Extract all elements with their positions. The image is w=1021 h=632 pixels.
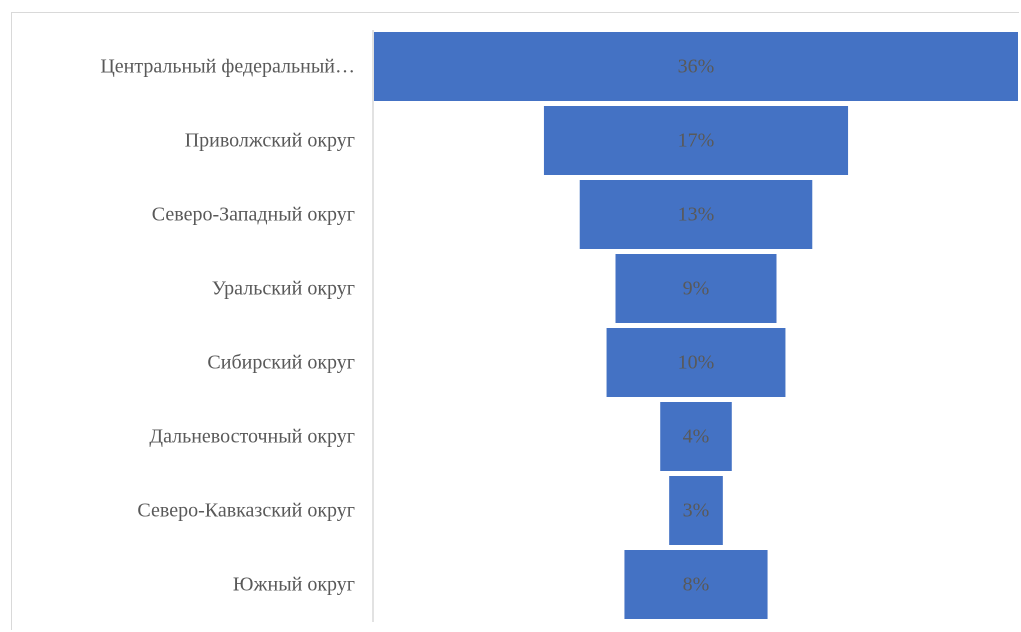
funnel-bar	[615, 254, 777, 323]
category-label: Южный округ	[233, 574, 355, 596]
funnel-bar	[579, 180, 813, 249]
bar-data-label: 10%	[678, 352, 715, 374]
funnel-bar	[624, 550, 768, 619]
category-label: Уральский округ	[212, 278, 355, 300]
bar-data-label: 4%	[683, 426, 710, 448]
bar-data-label: 36%	[678, 56, 715, 78]
bar-data-label: 17%	[678, 130, 715, 152]
category-label: Центральный федеральный…	[100, 56, 355, 78]
funnel-bar	[374, 32, 1018, 101]
bar-data-label: 13%	[678, 204, 715, 226]
chart-frame	[11, 12, 1019, 630]
bar-data-label: 9%	[683, 278, 710, 300]
funnel-bar	[543, 106, 849, 175]
category-label: Северо-Западный округ	[152, 204, 355, 226]
bar-data-label: 8%	[683, 574, 710, 596]
category-label: Северо-Кавказский округ	[137, 500, 355, 522]
category-label: Приволжский округ	[185, 130, 355, 152]
bar-data-label: 3%	[683, 500, 710, 522]
funnel-bar	[660, 402, 732, 471]
category-label: Сибирский округ	[207, 352, 355, 374]
category-label: Дальневосточный округ	[149, 426, 355, 448]
funnel-bar	[606, 328, 786, 397]
funnel-bar	[669, 476, 723, 545]
